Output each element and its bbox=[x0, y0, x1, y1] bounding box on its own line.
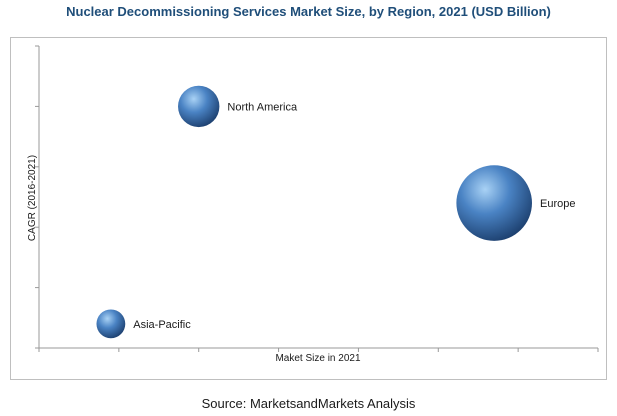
bubble-label-asia-pacific: Asia-Pacific bbox=[133, 319, 191, 331]
y-axis-label: CAGR (2016-2021) bbox=[27, 155, 38, 241]
chart-frame bbox=[10, 37, 607, 380]
bubble-europe bbox=[456, 165, 532, 241]
bubble-label-europe: Europe bbox=[540, 198, 575, 210]
bubble-north-america bbox=[178, 85, 220, 128]
x-axis-label: Maket Size in 2021 bbox=[275, 353, 360, 364]
bubble-label-north-america: North America bbox=[227, 101, 298, 113]
bubble-asia-pacific bbox=[96, 309, 126, 339]
source-note: Source: MarketsandMarkets Analysis bbox=[201, 396, 416, 411]
chart-title: Nuclear Decommissioning Services Market … bbox=[66, 4, 551, 19]
